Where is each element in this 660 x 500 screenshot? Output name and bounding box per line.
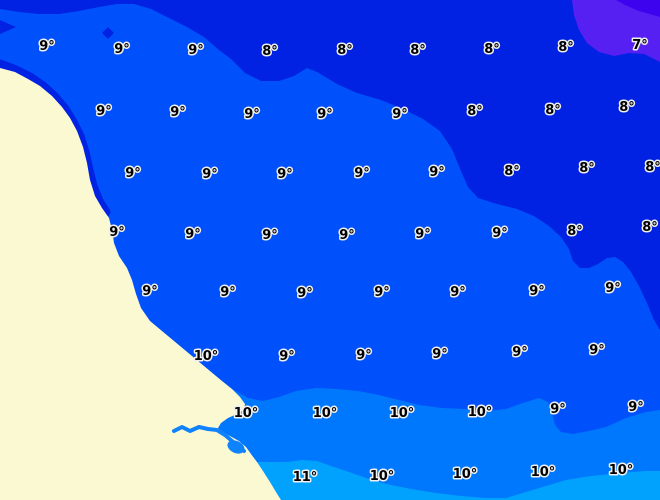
temperature-label: 9° <box>492 226 508 241</box>
temperature-label: 9° <box>262 228 278 243</box>
temperature-label: 9° <box>96 104 112 119</box>
temperature-label: 9° <box>605 281 621 296</box>
temperature-label: 9° <box>39 39 55 54</box>
cold-spot-diamond <box>102 27 114 39</box>
land-mass <box>0 68 281 500</box>
temperature-label: 9° <box>188 43 204 58</box>
temperature-label: 10° <box>313 406 338 421</box>
sea-zone-7-deg <box>572 0 660 62</box>
temperature-label: 9° <box>354 166 370 181</box>
temperature-label: 10° <box>609 463 634 478</box>
sea-zone-8-deg <box>0 0 660 330</box>
temperature-label: 9° <box>450 285 466 300</box>
temperature-label: 7° <box>632 38 648 53</box>
temperature-label: 9° <box>374 285 390 300</box>
temperature-label: 9° <box>356 348 372 363</box>
temperature-label: 9° <box>244 107 260 122</box>
temperature-label: 8° <box>619 100 635 115</box>
temperature-label: 10° <box>194 349 219 364</box>
temperature-label: 8° <box>410 43 426 58</box>
temperature-label: 9° <box>550 402 566 417</box>
estuary <box>227 440 245 454</box>
temperature-label: 9° <box>429 165 445 180</box>
temperature-label: 11° <box>293 470 318 485</box>
coastal-cold-band <box>0 59 111 217</box>
temperature-label: 10° <box>370 469 395 484</box>
temperature-label: 9° <box>317 107 333 122</box>
temperature-label: 8° <box>567 224 583 239</box>
cold-spot-wedge <box>0 20 16 34</box>
temperature-label: 10° <box>531 465 556 480</box>
temperature-label: 8° <box>262 44 278 59</box>
temperature-label: 10° <box>468 405 493 420</box>
temperature-label: 8° <box>642 220 658 235</box>
temperature-label: 8° <box>545 103 561 118</box>
temperature-label: 9° <box>529 284 545 299</box>
temperature-label: 9° <box>339 228 355 243</box>
temperature-label: 9° <box>220 285 236 300</box>
temperature-label: 9° <box>185 227 201 242</box>
temperature-label: 9° <box>392 107 408 122</box>
temperature-label: 9° <box>432 347 448 362</box>
temperature-label: 9° <box>125 166 141 181</box>
temperature-label: 8° <box>645 160 660 175</box>
temperature-label: 8° <box>467 104 483 119</box>
sea-zone-11-deg <box>257 460 660 500</box>
temperature-label: 9° <box>512 345 528 360</box>
temperature-label: 9° <box>142 284 158 299</box>
temperature-label: 9° <box>202 167 218 182</box>
temperature-labels: 9° 9° 9° 8° 8° 8° 8° 8° 7° 9° 9° 9° 9° 9° 8° 8° 8° 9° 9° 9°… <box>38 37 660 487</box>
sea-zone-7-deg-dark-corner <box>616 0 660 17</box>
temperature-label: 8° <box>337 43 353 58</box>
temperature-label: 8° <box>504 164 520 179</box>
temperature-label: 9° <box>109 225 125 240</box>
temperature-label: 9° <box>114 42 130 57</box>
temperature-label: 9° <box>277 167 293 182</box>
temperature-label: 9° <box>170 105 186 120</box>
temperature-label: 10° <box>390 406 415 421</box>
temperature-label: 10° <box>453 467 478 482</box>
temperature-label: 9° <box>297 286 313 301</box>
temperature-label: 8° <box>579 161 595 176</box>
temperature-label: 9° <box>279 349 295 364</box>
temperature-label: 9° <box>628 400 644 415</box>
temperature-label: 10° <box>234 406 259 421</box>
temperature-label: 8° <box>558 40 574 55</box>
temperature-label: 9° <box>589 343 605 358</box>
temperature-label: 8° <box>484 42 500 57</box>
temperature-label: 9° <box>415 227 431 242</box>
